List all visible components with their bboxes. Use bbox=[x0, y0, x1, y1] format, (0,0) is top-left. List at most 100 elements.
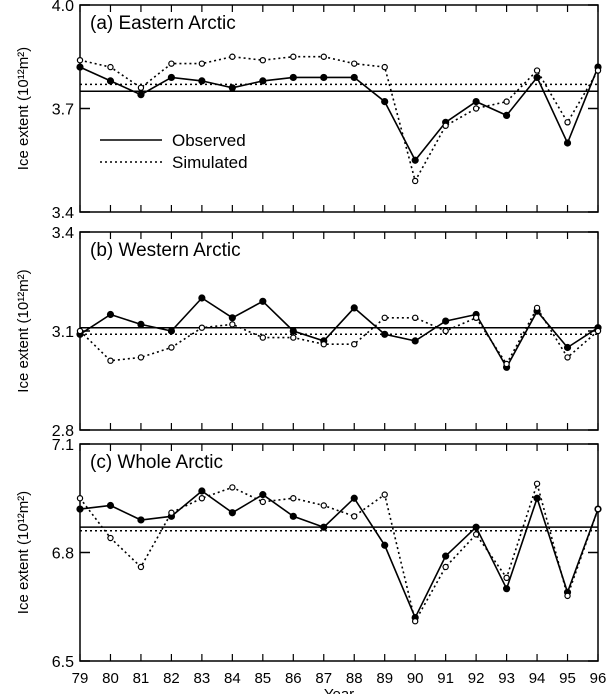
point-simulated bbox=[168, 60, 175, 67]
point-simulated bbox=[351, 513, 358, 520]
x-tick-label: 92 bbox=[468, 670, 485, 687]
x-axis-label: Year bbox=[324, 686, 354, 694]
point-observed bbox=[106, 501, 115, 510]
panel-frame bbox=[79, 443, 599, 662]
panel-frame bbox=[79, 231, 599, 431]
point-simulated bbox=[533, 67, 541, 74]
point-simulated bbox=[533, 304, 541, 312]
point-observed bbox=[167, 327, 176, 335]
y-tick-label: 3.7 bbox=[52, 102, 74, 119]
point-observed bbox=[350, 73, 358, 82]
point-simulated bbox=[198, 495, 206, 502]
point-observed bbox=[411, 156, 419, 164]
y-tick-label: 6.8 bbox=[52, 546, 74, 563]
point-simulated bbox=[290, 334, 297, 341]
series-line-observed bbox=[79, 489, 599, 620]
point-observed bbox=[198, 77, 206, 85]
point-simulated bbox=[503, 360, 510, 368]
point-observed bbox=[259, 491, 267, 499]
point-simulated bbox=[564, 354, 571, 361]
point-simulated bbox=[564, 592, 571, 600]
x-tick-label: 90 bbox=[407, 670, 424, 687]
point-simulated bbox=[76, 57, 84, 64]
point-simulated bbox=[381, 491, 388, 498]
point-observed bbox=[259, 77, 267, 85]
point-observed bbox=[228, 84, 236, 92]
point-observed bbox=[76, 505, 84, 513]
point-simulated bbox=[381, 314, 388, 321]
point-observed bbox=[137, 516, 145, 524]
point-observed bbox=[442, 552, 450, 560]
point-observed bbox=[502, 585, 511, 593]
point-simulated bbox=[411, 618, 419, 625]
point-observed bbox=[442, 317, 450, 325]
point-observed bbox=[533, 73, 541, 82]
panel-frame bbox=[79, 4, 599, 213]
x-tick-label: 88 bbox=[346, 670, 363, 687]
point-simulated bbox=[411, 314, 419, 321]
point-simulated bbox=[351, 60, 358, 67]
series-line-simulated bbox=[79, 306, 599, 366]
x-tick-label: 82 bbox=[163, 670, 180, 687]
y-axis-label: Ice extent (10¹²m²) bbox=[15, 47, 32, 170]
x-tick-label: 96 bbox=[590, 670, 607, 687]
point-observed bbox=[472, 523, 480, 531]
point-simulated bbox=[594, 327, 602, 335]
point-simulated bbox=[381, 63, 388, 71]
point-simulated bbox=[229, 484, 236, 491]
y-axis-label: Ice extent (10¹²m²) bbox=[15, 269, 32, 392]
point-simulated bbox=[442, 563, 449, 571]
y-tick-label: 7.1 bbox=[52, 437, 74, 454]
x-tick-label: 79 bbox=[72, 670, 89, 687]
point-simulated bbox=[290, 53, 297, 60]
y-axis-label: Ice extent (10¹²m²) bbox=[15, 491, 32, 614]
point-simulated bbox=[229, 321, 236, 328]
point-simulated bbox=[351, 341, 358, 348]
point-observed bbox=[533, 494, 541, 502]
point-observed bbox=[350, 494, 358, 502]
y-tick-label: 6.5 bbox=[52, 654, 74, 671]
point-simulated bbox=[229, 53, 236, 60]
point-simulated bbox=[168, 509, 175, 516]
legend-label-simulated: Simulated bbox=[172, 153, 248, 172]
y-tick-label: 2.8 bbox=[52, 423, 74, 440]
point-simulated bbox=[320, 341, 327, 348]
point-observed bbox=[198, 487, 206, 495]
point-simulated bbox=[76, 327, 84, 335]
panel-title: (a) Eastern Arctic bbox=[90, 13, 236, 34]
legend-label-observed: Observed bbox=[172, 131, 246, 150]
point-simulated bbox=[442, 122, 449, 129]
point-observed bbox=[472, 97, 480, 106]
point-simulated bbox=[533, 480, 541, 487]
x-tick-label: 80 bbox=[102, 670, 119, 687]
x-tick-label: 94 bbox=[529, 670, 546, 687]
series-line-observed bbox=[79, 66, 599, 162]
point-observed bbox=[350, 304, 358, 312]
point-observed bbox=[289, 327, 297, 335]
x-tick-label: 83 bbox=[194, 670, 211, 687]
y-tick-label: 4.0 bbox=[52, 0, 74, 15]
point-simulated bbox=[259, 334, 267, 341]
x-tick-label: 91 bbox=[437, 670, 454, 687]
x-tick-label: 84 bbox=[224, 670, 241, 687]
x-tick-label: 81 bbox=[133, 670, 150, 687]
point-simulated bbox=[594, 505, 602, 513]
point-observed bbox=[563, 343, 572, 352]
point-observed bbox=[259, 297, 267, 305]
point-simulated bbox=[259, 498, 267, 506]
point-observed bbox=[228, 314, 236, 322]
point-simulated bbox=[198, 324, 206, 331]
point-observed bbox=[320, 73, 328, 82]
point-observed bbox=[289, 512, 297, 520]
x-tick-label: 95 bbox=[559, 670, 576, 687]
point-simulated bbox=[107, 534, 114, 542]
y-tick-label: 3.4 bbox=[52, 205, 74, 222]
point-observed bbox=[381, 97, 389, 106]
point-simulated bbox=[472, 531, 480, 538]
point-observed bbox=[381, 541, 389, 549]
series-line-observed bbox=[79, 296, 599, 369]
point-simulated bbox=[107, 357, 114, 364]
x-tick-label: 87 bbox=[315, 670, 332, 687]
point-observed bbox=[289, 73, 297, 82]
